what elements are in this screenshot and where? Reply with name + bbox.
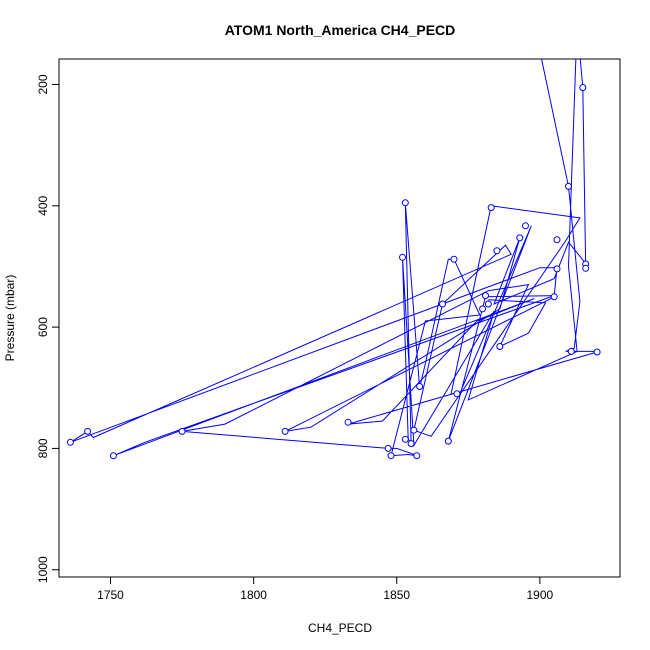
data-point [444,437,452,445]
data-point [565,182,572,190]
data-point [553,236,561,244]
x-tick-label: 1750 [97,588,124,602]
data-point [407,440,415,448]
data-point [66,438,74,446]
x-tick-label: 1850 [383,588,410,602]
y-tick-label: 800 [36,438,50,458]
data-point [550,293,558,301]
data-point [453,390,461,398]
data-point [496,343,504,350]
data-point [401,435,409,443]
data-point [482,292,489,300]
data-point [413,452,421,460]
data-point [399,253,406,261]
data-point [493,247,501,255]
data-point [487,204,495,212]
data-point [522,222,529,230]
data-point [401,199,409,207]
data-point [384,444,392,452]
data-point [450,255,458,263]
x-axis: 1750 1800 1850 1900 [97,577,554,602]
x-tick-label: 1800 [240,588,267,602]
y-axis: 200 400 600 800 1000 [36,74,59,583]
y-tick-label: 600 [36,317,50,337]
data-point [479,305,487,313]
data-point [553,265,561,273]
data-point [178,427,186,435]
data-point [567,347,575,355]
data-point [84,427,92,435]
y-tick-label: 1000 [36,556,50,583]
data-point [579,84,587,91]
series-layer [66,59,601,460]
data-point [281,427,289,435]
y-tick-label: 400 [36,195,50,215]
chart-title: ATOM1 North_America CH4_PECD [225,22,456,38]
data-point [344,418,352,426]
data-point [416,383,424,390]
x-tick-label: 1900 [527,588,554,602]
data-point [484,300,492,308]
y-tick-label: 200 [36,74,50,94]
data-point [582,264,590,272]
plot-frame [58,58,621,578]
y-axis-label: Pressure (mbar) [3,275,17,362]
data-point [109,452,117,460]
data-point [410,426,418,434]
data-point [439,300,446,308]
data-point [593,348,601,356]
data-point [516,234,524,242]
x-axis-label: CH4_PECD [308,621,372,635]
data-point [387,452,395,460]
